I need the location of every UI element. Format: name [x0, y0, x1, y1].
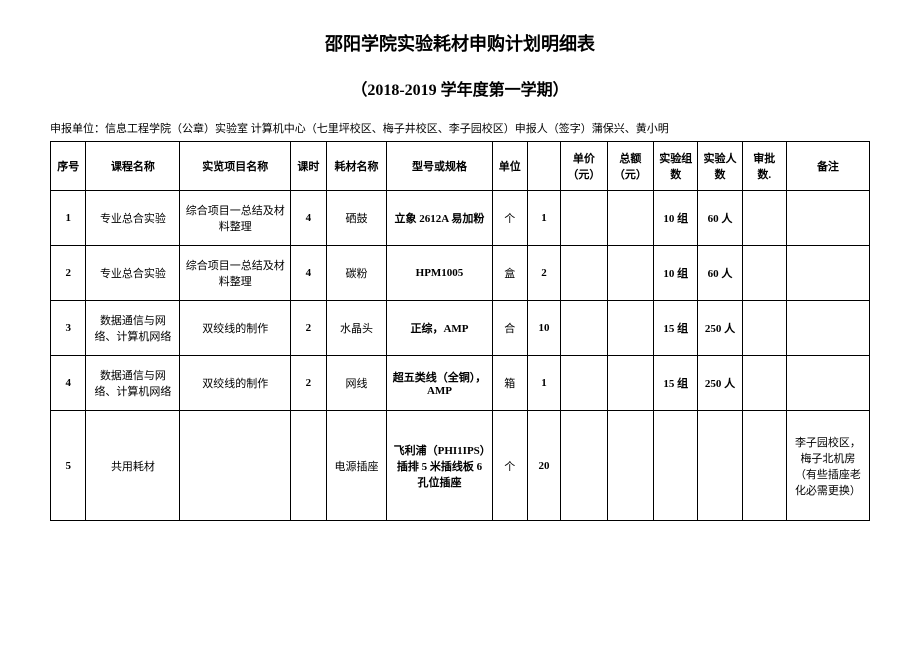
cell-spec: 飞利浦（PHI1IPS）插排 5 米插线板 6 孔位插座	[387, 411, 492, 521]
cell-spec: 超五类线（全铜），AMP	[387, 356, 492, 411]
cell-unit: 合	[492, 301, 527, 356]
header-course: 课程名称	[86, 142, 180, 191]
cell-material: 碳粉	[326, 246, 387, 301]
cell-total	[607, 301, 653, 356]
cell-people: 60 人	[698, 191, 742, 246]
cell-material: 网线	[326, 356, 387, 411]
header-project: 实览项目名称	[180, 142, 291, 191]
table-row: 5共用耗材 电源插座飞利浦（PHI1IPS）插排 5 米插线板 6 孔位插座个20…	[51, 411, 870, 521]
meta-info: 申报单位：信息工程学院（公章）实验室 计算机中心（七里坪校区、梅子井校区、李子园…	[50, 120, 870, 136]
cell-material: 水晶头	[326, 301, 387, 356]
header-price: 单价（元）	[561, 142, 607, 191]
cell-unit: 个	[492, 191, 527, 246]
cell-people: 60 人	[698, 246, 742, 301]
cell-groups	[654, 411, 698, 521]
header-remark: 备注	[786, 142, 869, 191]
cell-unit: 盒	[492, 246, 527, 301]
cell-project: 双绞线的制作	[180, 356, 291, 411]
header-seq: 序号	[51, 142, 86, 191]
table-row: 1专业总合实验综合项目一总结及材料整理4硒鼓立象 2612A 易加粉个110 组…	[51, 191, 870, 246]
header-total: 总额（元）	[607, 142, 653, 191]
cell-groups: 15 组	[654, 356, 698, 411]
cell-total	[607, 191, 653, 246]
cell-people	[698, 411, 742, 521]
cell-approve	[742, 301, 786, 356]
cell-course: 共用耗材	[86, 411, 180, 521]
cell-price	[561, 301, 607, 356]
cell-groups: 10 组	[654, 246, 698, 301]
cell-people: 250 人	[698, 301, 742, 356]
cell-remark	[786, 356, 869, 411]
cell-remark	[786, 301, 869, 356]
header-unit: 单位	[492, 142, 527, 191]
cell-seq: 2	[51, 246, 86, 301]
cell-groups: 10 组	[654, 191, 698, 246]
cell-price	[561, 246, 607, 301]
cell-price	[561, 191, 607, 246]
cell-project: 综合项目一总结及材料整理	[180, 191, 291, 246]
header-people: 实验人数	[698, 142, 742, 191]
table-row: 2专业总合实验综合项目一总结及材料整理4碳粉HPM1005盒210 组60 人	[51, 246, 870, 301]
materials-table: 序号 课程名称 实览项目名称 课时 耗材名称 型号或规格 单位 单价（元） 总额…	[50, 141, 870, 521]
header-approve: 审批数.	[742, 142, 786, 191]
cell-material: 硒鼓	[326, 191, 387, 246]
cell-seq: 4	[51, 356, 86, 411]
cell-spec: 立象 2612A 易加粉	[387, 191, 492, 246]
cell-remark: 李子园校区，梅子北机房（有些插座老化必需更换）	[786, 411, 869, 521]
header-blank	[527, 142, 560, 191]
cell-course: 专业总合实验	[86, 246, 180, 301]
cell-hours: 4	[291, 191, 326, 246]
cell-remark	[786, 191, 869, 246]
table-row: 4数据通信与网络、计算机网络双绞线的制作2网线超五类线（全铜），AMP箱1 15 …	[51, 356, 870, 411]
cell-course: 专业总合实验	[86, 191, 180, 246]
document-subtitle: （2018-2019 学年度第一学期）	[50, 76, 870, 100]
table-row: 3数据通信与网络、计算机网络双绞线的制作2水晶头正综，AMP合10 15 组250…	[51, 301, 870, 356]
cell-groups: 15 组	[654, 301, 698, 356]
cell-approve	[742, 356, 786, 411]
cell-approve	[742, 246, 786, 301]
cell-course: 数据通信与网络、计算机网络	[86, 301, 180, 356]
cell-approve	[742, 191, 786, 246]
cell-total	[607, 246, 653, 301]
table-body: 1专业总合实验综合项目一总结及材料整理4硒鼓立象 2612A 易加粉个110 组…	[51, 191, 870, 521]
cell-hours: 4	[291, 246, 326, 301]
cell-price	[561, 356, 607, 411]
cell-total	[607, 411, 653, 521]
cell-seq: 1	[51, 191, 86, 246]
cell-project: 综合项目一总结及材料整理	[180, 246, 291, 301]
cell-hours: 2	[291, 301, 326, 356]
cell-approve	[742, 411, 786, 521]
cell-material: 电源插座	[326, 411, 387, 521]
header-spec: 型号或规格	[387, 142, 492, 191]
document-title: 邵阳学院实验耗材申购计划明细表	[50, 30, 870, 56]
cell-seq: 3	[51, 301, 86, 356]
cell-blank: 20	[527, 411, 560, 521]
cell-blank: 1	[527, 191, 560, 246]
header-material: 耗材名称	[326, 142, 387, 191]
cell-project: 双绞线的制作	[180, 301, 291, 356]
cell-project	[180, 411, 291, 521]
cell-blank: 1	[527, 356, 560, 411]
cell-hours: 2	[291, 356, 326, 411]
cell-remark	[786, 246, 869, 301]
table-header-row: 序号 课程名称 实览项目名称 课时 耗材名称 型号或规格 单位 单价（元） 总额…	[51, 142, 870, 191]
cell-price	[561, 411, 607, 521]
cell-unit: 箱	[492, 356, 527, 411]
cell-course: 数据通信与网络、计算机网络	[86, 356, 180, 411]
header-hours: 课时	[291, 142, 326, 191]
header-groups: 实验组数	[654, 142, 698, 191]
cell-total	[607, 356, 653, 411]
cell-spec: 正综，AMP	[387, 301, 492, 356]
cell-hours	[291, 411, 326, 521]
cell-blank: 10	[527, 301, 560, 356]
cell-spec: HPM1005	[387, 246, 492, 301]
cell-people: 250 人	[698, 356, 742, 411]
cell-unit: 个	[492, 411, 527, 521]
cell-blank: 2	[527, 246, 560, 301]
cell-seq: 5	[51, 411, 86, 521]
